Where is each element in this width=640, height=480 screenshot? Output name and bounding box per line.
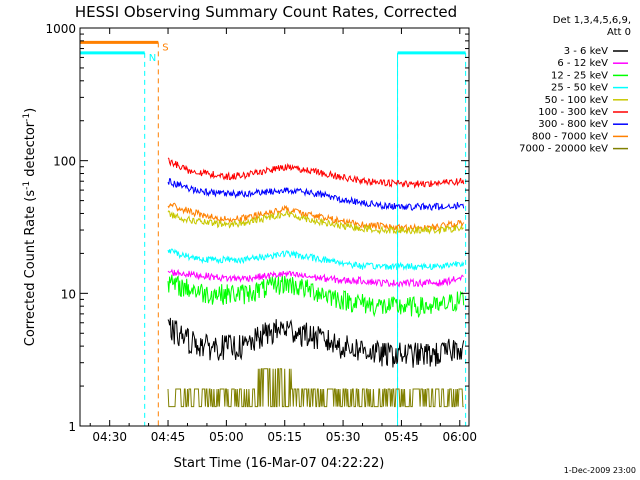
chart-title: HESSI Observing Summary Count Rates, Cor… — [75, 3, 457, 21]
legend-label: 100 - 300 keV — [538, 107, 608, 118]
legend-label: 7000 - 20000 keV — [519, 144, 608, 155]
series-50-to-100keV-line — [167, 209, 464, 235]
legend-label: 3 - 6 keV — [564, 46, 608, 57]
y-tick-label: 10 — [61, 287, 76, 301]
x-tick-label: 06:00 — [442, 430, 477, 444]
plot-area: NS — [80, 40, 467, 426]
x-tick-label: 05:00 — [209, 430, 244, 444]
y-axis: 1 10 100 1000 — [45, 22, 469, 434]
y-axis-label: Corrected Count Rate (s-1 detector-1) — [22, 108, 38, 346]
series-12-to-25keV-line — [167, 274, 465, 318]
legend-label: 6 - 12 keV — [557, 58, 608, 69]
x-axis-label: Start Time (16-Mar-07 04:22:22) — [174, 456, 385, 471]
x-tick-label: 04:30 — [92, 430, 127, 444]
y-tick-label: 1 — [68, 420, 76, 434]
legend-label: 800 - 7000 keV — [532, 131, 608, 142]
y-tick-label: 1000 — [45, 22, 76, 36]
legend-label: 300 - 800 keV — [538, 119, 608, 130]
plot-frame — [79, 27, 470, 427]
x-tick-label: 05:30 — [326, 430, 361, 444]
legend-header: Att 0 — [607, 27, 631, 38]
saa-marker: S — [80, 40, 169, 426]
series-6-to-12keV-line — [167, 268, 464, 288]
series-300-to-800keV-line — [167, 178, 465, 212]
series-100-to-300keV-line — [167, 157, 465, 189]
legend-label: 50 - 100 keV — [545, 95, 609, 106]
series-25-to-50keV-line — [167, 248, 465, 272]
footer-date: 1-Dec-2009 23:00 — [564, 466, 636, 475]
x-tick-label: 05:45 — [384, 430, 419, 444]
legend-label: 25 - 50 keV — [551, 83, 608, 94]
series-7000-to-20000keV-line — [167, 368, 464, 408]
x-axis: 04:30 04:45 05:00 05:15 05:30 05:45 06:00 — [89, 28, 477, 444]
x-tick-label: 05:15 — [267, 430, 302, 444]
series-3-to-6keV-line — [167, 317, 465, 368]
legend-header: Det 1,3,4,5,6,9, — [553, 15, 631, 26]
legend-label: 12 - 25 keV — [551, 70, 608, 81]
x-tick-label: 04:45 — [151, 430, 186, 444]
y-tick-label: 100 — [53, 155, 76, 169]
series-800-to-7000keV-line — [167, 202, 465, 233]
saa-label: S — [162, 42, 168, 53]
night-label: N — [149, 53, 156, 64]
